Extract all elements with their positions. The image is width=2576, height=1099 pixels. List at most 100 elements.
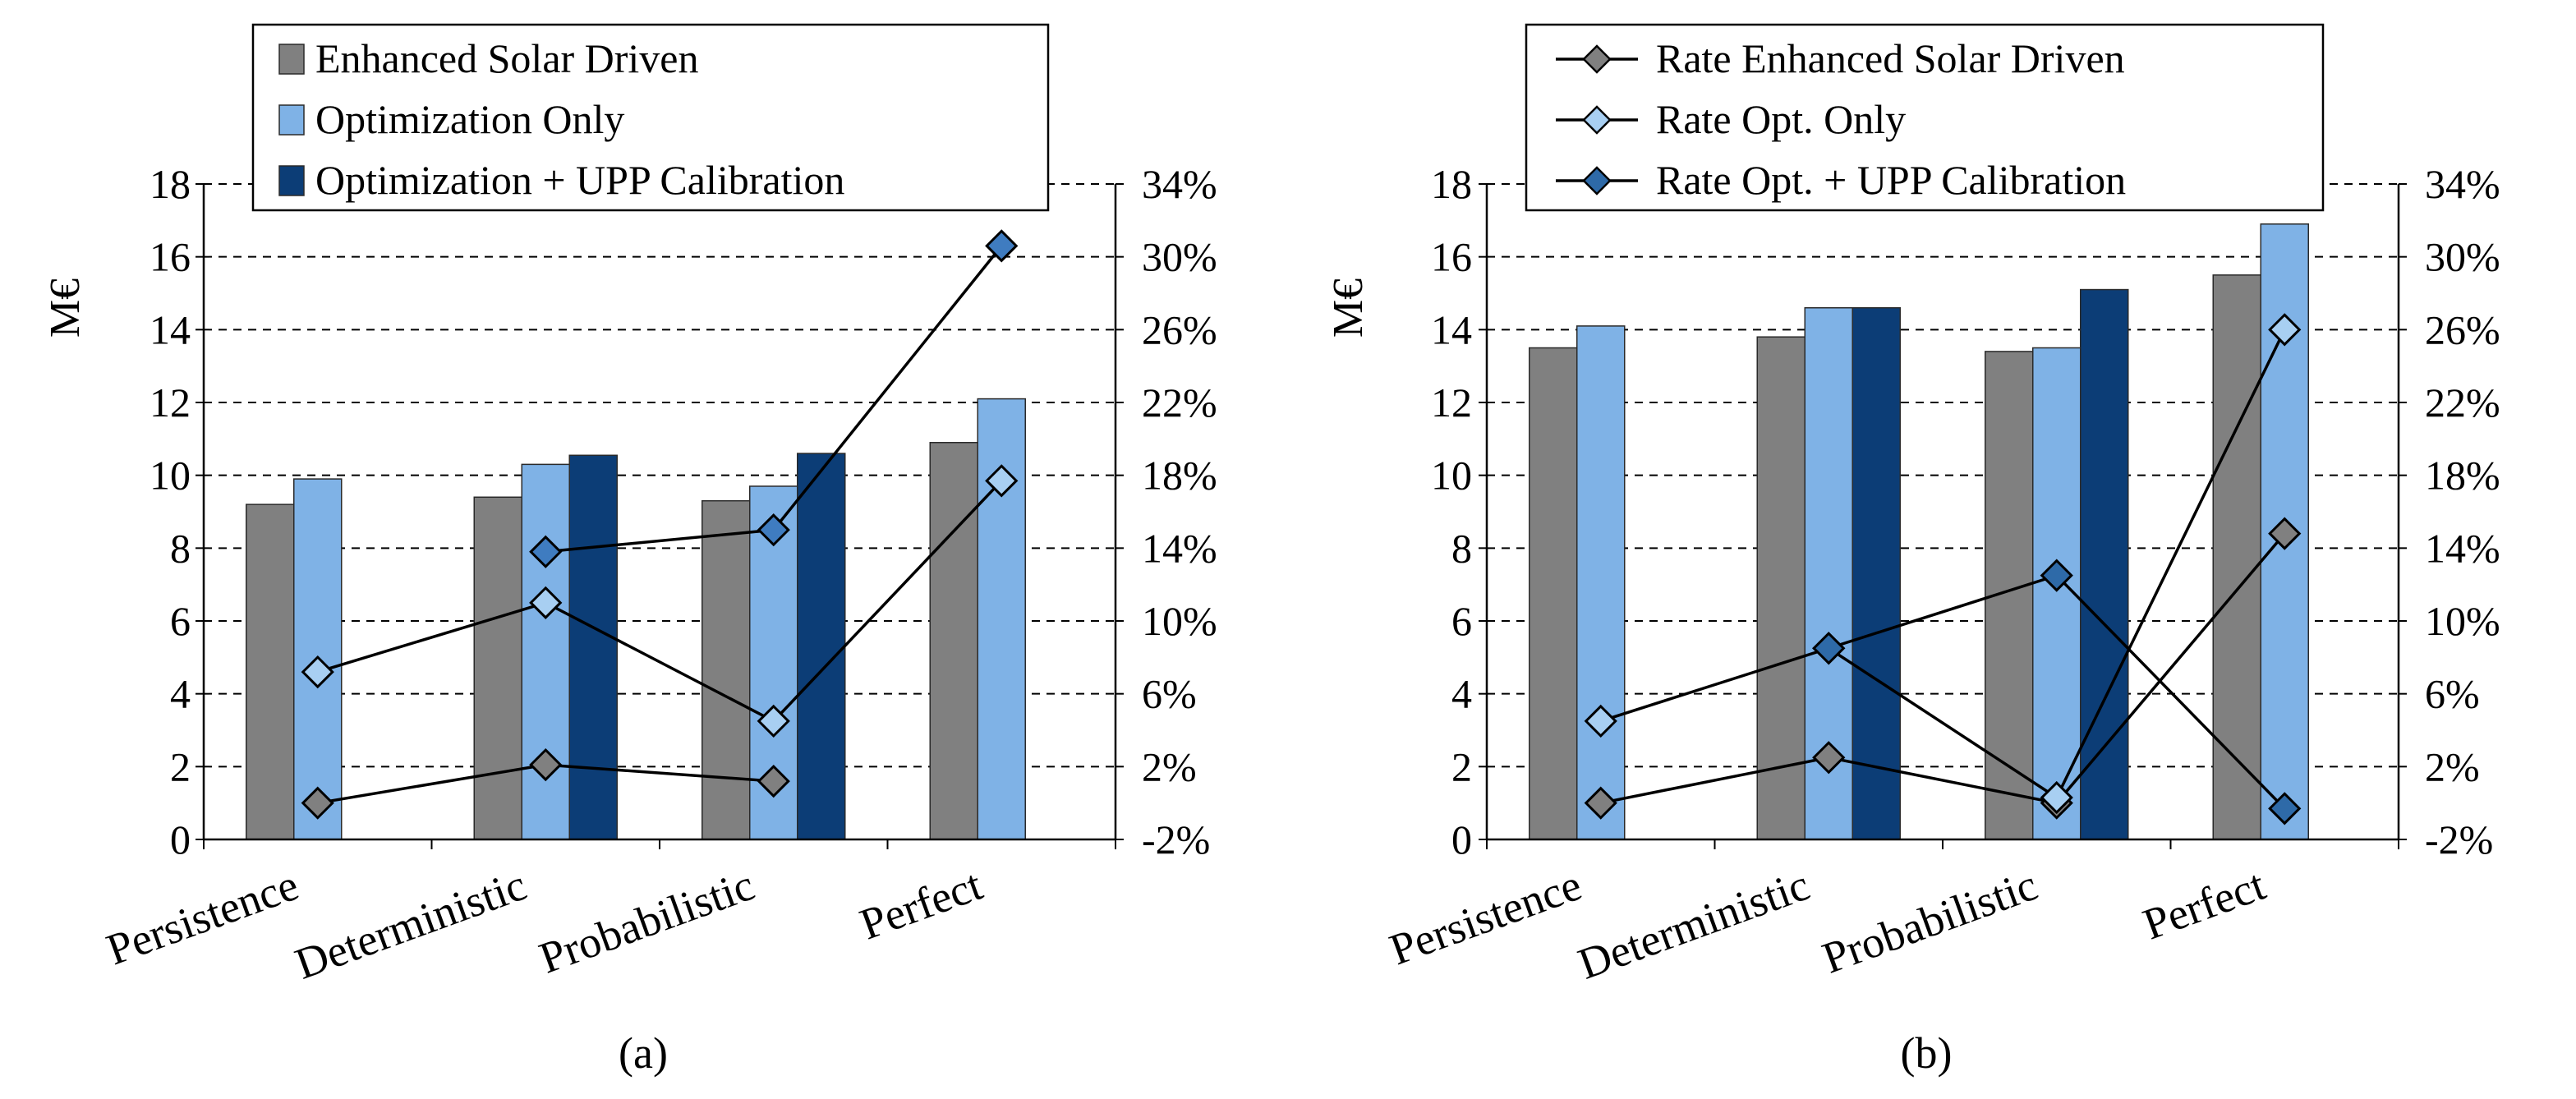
rate-marker-2 <box>2268 313 2302 347</box>
legend-swatch <box>278 165 305 196</box>
y-tick-label: 14 <box>1431 306 1472 352</box>
rate-marker-1 <box>1584 786 1617 820</box>
rate-marker-3 <box>529 535 563 568</box>
legend-label: Optimization + UPP Calibration <box>315 157 844 203</box>
legend-marker <box>1582 105 1612 135</box>
legend-box <box>1525 23 2325 212</box>
rate-marker-1 <box>529 747 563 782</box>
bar-enhanced-solar-driven-deterministic <box>473 496 522 840</box>
rate-line-1 <box>1600 532 2286 805</box>
legend-label: Rate Opt. Only <box>1656 96 1906 142</box>
y-axis-label: M€ <box>42 278 89 338</box>
legend-label: Rate Enhanced Solar Driven <box>1656 35 2125 81</box>
x-tick-label-perfect: Perfect <box>2137 860 2271 950</box>
y-tick-label: 18 <box>150 161 191 207</box>
y2-tick-label: 22% <box>1142 379 1217 425</box>
bar-optimization-upp-calibration-probabilistic <box>2080 288 2129 840</box>
rate-marker-1 <box>301 786 334 820</box>
bar-enhanced-solar-driven-probabilistic <box>702 499 751 840</box>
y-tick-label: 6 <box>170 598 191 644</box>
y-tick-label: 0 <box>170 816 191 862</box>
bar-enhanced-solar-driven-deterministic <box>1756 336 1806 840</box>
x-tick-label-persistence: Persistence <box>1383 860 1588 974</box>
bar-optimization-upp-calibration-deterministic <box>1852 306 1901 840</box>
y2-tick-label: 14% <box>2425 525 2500 571</box>
rate-marker-3 <box>985 229 1019 263</box>
y2-tick-label: 14% <box>1142 525 1217 571</box>
x-tick-label-probabilistic: Probabilistic <box>533 860 761 983</box>
y2-tick-label: 2% <box>2425 743 2480 789</box>
y2-tick-label: -2% <box>2425 816 2493 862</box>
y-tick-label: 6 <box>1451 598 1472 644</box>
bar-enhanced-solar-driven-persistence <box>246 504 295 840</box>
rate-marker-2 <box>301 655 334 689</box>
y2-tick-label: 2% <box>1142 743 1197 789</box>
legend-marker <box>1582 166 1612 195</box>
y2-tick-label: 34% <box>1142 161 1217 207</box>
y2-tick-label: 18% <box>1142 453 1217 499</box>
x-tick-label-deterministic: Deterministic <box>289 860 533 989</box>
y-tick-label: 10 <box>150 453 191 499</box>
legend-box <box>251 23 1050 212</box>
rate-marker-1 <box>1812 741 1846 775</box>
y2-tick-label: 6% <box>2425 671 2480 717</box>
rate-marker-3 <box>2040 559 2073 592</box>
bar-optimization-upp-calibration-probabilistic <box>797 453 846 840</box>
rate-marker-1 <box>757 764 790 798</box>
legend-label: Optimization Only <box>315 96 624 142</box>
y2-tick-label: 6% <box>1142 671 1197 717</box>
rate-marker-2 <box>2040 780 2073 815</box>
y2-tick-label: 10% <box>2425 598 2500 644</box>
panel-label: (a) <box>619 1028 668 1078</box>
rate-marker-2 <box>529 586 563 619</box>
legend-label: Enhanced Solar Driven <box>315 35 699 81</box>
rate-line-2 <box>317 480 1003 724</box>
rate-marker-2 <box>985 464 1019 498</box>
y2-tick-label: 34% <box>2425 161 2500 207</box>
y-tick-label: 8 <box>1451 525 1472 571</box>
legend: Enhanced Solar Driven Optimization Only Op… <box>251 23 1050 212</box>
x-tick-label-deterministic: Deterministic <box>1572 860 1816 989</box>
y-tick-label: 8 <box>170 525 191 571</box>
rate-marker-3 <box>1812 632 1846 665</box>
legend-label: Rate Opt. + UPP Calibration <box>1656 157 2126 203</box>
y-tick-label: 4 <box>1451 671 1472 717</box>
x-tick-label-persistence: Persistence <box>100 860 305 974</box>
chart-panel-a: 0 2 4 6 8 10 12 14 16 18 -2% 2% 6% 10% 14% 18% 22% 26% 30%… <box>42 23 1217 1078</box>
y2-tick-label: 10% <box>1142 598 1217 644</box>
y-tick-label: 16 <box>150 234 191 280</box>
y2-tick-label: 18% <box>2425 453 2500 499</box>
rate-line-2 <box>1600 329 2286 800</box>
y2-tick-label: 30% <box>2425 234 2500 280</box>
y2-tick-label: -2% <box>1142 816 1210 862</box>
rate-marker-2 <box>757 704 790 738</box>
rate-marker-3 <box>757 513 790 547</box>
panel-label: (b) <box>1901 1028 1953 1078</box>
y-tick-label: 0 <box>1451 816 1472 862</box>
bar-enhanced-solar-driven-persistence <box>1529 347 1578 840</box>
y-tick-label: 2 <box>1451 743 1472 789</box>
rate-marker-3 <box>2268 792 2302 825</box>
y-tick-label: 10 <box>1431 453 1472 499</box>
bar-optimization-only-persistence <box>1576 325 1626 840</box>
bar-enhanced-solar-driven-perfect <box>2212 274 2261 840</box>
y-tick-label: 4 <box>170 671 191 717</box>
y-axis-label: M€ <box>1325 278 1372 338</box>
y-tick-label: 12 <box>1431 379 1472 425</box>
y-tick-label: 2 <box>170 743 191 789</box>
legend-marker <box>1582 44 1612 74</box>
chart-panel-b: 0 2 4 6 8 10 12 14 16 18 -2% 2% 6% 10% 14% 18% 22% 26% 30%… <box>1325 23 2500 1078</box>
x-tick-label-perfect: Perfect <box>853 860 988 950</box>
y-tick-label: 14 <box>150 306 191 352</box>
rate-marker-1 <box>2268 517 2302 550</box>
bar-optimization-upp-calibration-deterministic <box>568 454 618 840</box>
rate-marker-2 <box>1584 704 1617 738</box>
y2-tick-label: 22% <box>2425 379 2500 425</box>
bar-optimization-only-deterministic <box>521 463 570 840</box>
y2-tick-label: 26% <box>2425 306 2500 352</box>
y2-tick-label: 26% <box>1142 306 1217 352</box>
legend-swatch <box>278 44 305 75</box>
y-tick-label: 18 <box>1431 161 1472 207</box>
bar-enhanced-solar-driven-perfect <box>929 442 978 840</box>
